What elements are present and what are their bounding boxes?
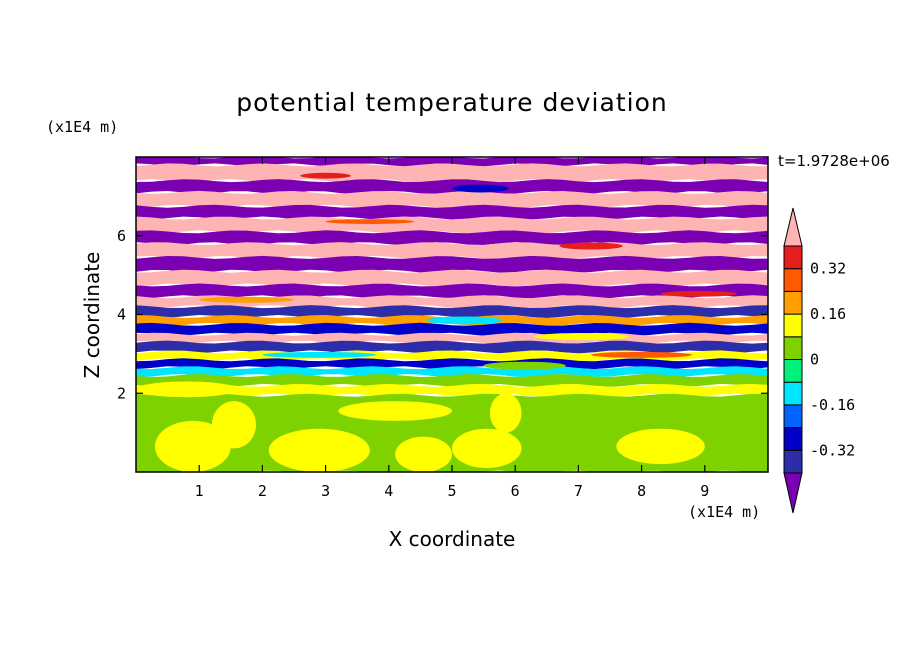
y-axis-ticks: 2 4 6 xyxy=(117,227,768,402)
time-label: t=1.9728e+06 xyxy=(778,152,890,170)
x-tick-label: 7 xyxy=(574,482,583,500)
x-tick-label: 1 xyxy=(195,482,204,500)
heatmap-band xyxy=(136,305,768,318)
colorbar-box xyxy=(783,381,803,406)
heatmap-band xyxy=(136,230,768,246)
heatmap-patch xyxy=(426,316,503,325)
colorbar-tick-label: 0.16 xyxy=(810,305,846,323)
colorbar-box xyxy=(783,404,803,429)
colorbar-box xyxy=(783,449,803,474)
heatmap-patch xyxy=(534,333,629,341)
heatmap-patch xyxy=(660,290,737,297)
colorbar-box xyxy=(783,427,803,451)
heatmap-band xyxy=(136,179,768,194)
colorbar-extend-bottom xyxy=(783,472,803,514)
heatmap-field xyxy=(136,157,768,472)
heatmap-band xyxy=(136,358,768,370)
heatmap-patch xyxy=(154,420,231,472)
colorbar-tick-label: 0 xyxy=(810,351,819,369)
y-tick-label: 4 xyxy=(117,306,126,324)
colorbar-box xyxy=(783,268,803,292)
heatmap-band xyxy=(136,283,768,299)
heatmap-band xyxy=(136,295,768,309)
y-axis-unit: (x1E4 m) xyxy=(46,118,119,136)
heatmap-band xyxy=(136,163,768,183)
colorbar-tick-label: -0.32 xyxy=(810,441,855,459)
colorbar-box xyxy=(783,336,803,360)
x-tick-label: 2 xyxy=(258,482,267,500)
x-axis-unit: (x1E4 m) xyxy=(688,503,761,521)
x-axis-label: X coordinate xyxy=(0,527,904,551)
heatmap-band xyxy=(136,322,768,336)
colorbar: 0.32 0.16 0 -0.16 -0.32 xyxy=(783,207,855,514)
heatmap-band xyxy=(136,340,768,354)
x-tick-label: 3 xyxy=(321,482,330,500)
heatmap-patch xyxy=(395,436,452,472)
x-tick-label: 4 xyxy=(384,482,393,500)
colorbar-box xyxy=(783,245,803,270)
x-axis-label-text: X coordinate xyxy=(388,527,516,551)
heatmap-patch xyxy=(211,401,257,449)
heatmap-band xyxy=(136,269,768,287)
heatmap-patch xyxy=(300,172,351,179)
heatmap-patch xyxy=(452,428,522,469)
x-axis-ticks: 1 2 3 4 5 6 7 8 9 xyxy=(195,157,709,500)
heatmap-patch xyxy=(616,428,705,465)
heatmap-band xyxy=(136,204,768,220)
heatmap-patch xyxy=(199,296,294,303)
x-tick-label: 5 xyxy=(447,482,456,500)
colorbar-tick-label: -0.16 xyxy=(810,396,855,414)
heatmap-patch xyxy=(591,351,693,358)
heatmap-patch xyxy=(338,401,452,421)
heatmap-patch xyxy=(489,393,522,433)
x-tick-label: 6 xyxy=(511,482,520,500)
colorbar-box xyxy=(783,313,803,338)
y-tick-label: 6 xyxy=(117,227,126,245)
heatmap-band xyxy=(136,190,768,208)
heatmap-patch xyxy=(136,381,238,398)
heatmap-patch xyxy=(483,361,566,370)
heatmap-band xyxy=(136,383,768,397)
x-tick-label: 8 xyxy=(637,482,646,500)
x-tick-label: 9 xyxy=(700,482,709,500)
heatmap-patch xyxy=(452,184,509,193)
colorbar-box xyxy=(783,290,803,315)
colorbar-extend-top xyxy=(783,207,803,247)
colorbar-box xyxy=(783,359,803,383)
heatmap-patch xyxy=(262,351,377,358)
chart-title: potential temperature deviation xyxy=(236,88,668,117)
heatmap-patch xyxy=(559,242,623,250)
heatmap-band xyxy=(136,374,768,387)
heatmap-patch xyxy=(268,428,370,472)
heatmap-patch xyxy=(325,219,415,224)
colorbar-tick-label: 0.32 xyxy=(810,260,846,278)
y-tick-label: 2 xyxy=(117,384,126,402)
heatmap-band xyxy=(136,216,768,234)
heatmap-band xyxy=(136,255,768,273)
